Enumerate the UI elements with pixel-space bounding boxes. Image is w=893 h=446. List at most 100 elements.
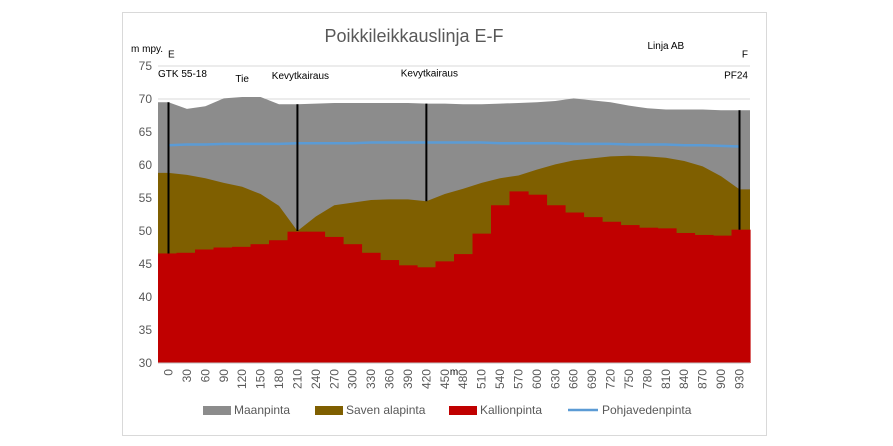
legend-label: Pohjavedenpinta — [602, 403, 692, 417]
annotation-label: Kevytkairaus — [401, 69, 458, 80]
x-tick-label: 720 — [604, 369, 618, 389]
x-tick-label: 60 — [198, 369, 212, 383]
legend-swatch — [449, 406, 477, 415]
bedrock-bar — [620, 225, 640, 363]
legend-label: Kallionpinta — [480, 403, 542, 417]
y-tick-label: 60 — [139, 158, 153, 172]
x-tick-label: 30 — [180, 369, 194, 383]
legend-label: Maanpinta — [234, 403, 290, 417]
x-tick-label: 300 — [346, 369, 360, 389]
legend-swatch — [203, 406, 231, 415]
x-tick-label: 540 — [493, 369, 507, 389]
y-tick-label: 35 — [139, 323, 153, 337]
x-tick-label: 330 — [364, 369, 378, 389]
bedrock-bar — [417, 267, 437, 363]
bedrock-bar — [657, 228, 677, 363]
bedrock-bar — [528, 194, 548, 363]
x-tick-label: 390 — [401, 369, 415, 389]
x-tick-label: 180 — [272, 369, 286, 389]
bedrock-bar — [713, 235, 733, 363]
annotation-label: Tie — [235, 74, 249, 85]
x-tick-label: 840 — [677, 369, 691, 389]
x-tick-label: 900 — [714, 369, 728, 389]
x-tick-label: 360 — [383, 369, 397, 389]
x-axis: 0 30 60 90 120 150 180 210 240 270 300 330 360 390 420… — [158, 362, 750, 389]
x-tick-label: 510 — [475, 369, 489, 389]
series-line-pohjavedenpinta — [168, 141, 740, 148]
bedrock-bar — [731, 229, 751, 363]
bedrock-bar — [213, 247, 233, 363]
x-tick-label: 660 — [567, 369, 581, 389]
y-tick-label: 30 — [139, 356, 153, 370]
bedrock-bar — [435, 261, 455, 363]
bedrock-bar — [602, 221, 622, 363]
bedrock-bar — [509, 191, 529, 363]
x-tick-label: 210 — [290, 369, 304, 389]
y-tick-label: 75 — [139, 59, 153, 73]
annotation-label: PF24 — [724, 71, 748, 82]
y-tick-label: 40 — [139, 290, 153, 304]
x-axis-label: m — [450, 367, 458, 378]
x-tick-label: 570 — [511, 369, 525, 389]
y-tick-label: 45 — [139, 257, 153, 271]
x-tick-label: 90 — [217, 369, 231, 383]
y-axis: 30 35 40 45 50 55 60 65 70 75 — [139, 59, 153, 370]
y-axis-label: m mpy. — [131, 44, 163, 55]
bedrock-bar — [176, 252, 196, 363]
bedrock-bar — [287, 231, 307, 363]
annotation-label: GTK 55-18 — [158, 69, 207, 80]
bedrock-bar — [343, 244, 363, 363]
bedrock-bar — [676, 232, 696, 363]
bedrock-bar — [398, 265, 418, 363]
bedrock-bar — [250, 244, 270, 363]
chart-title: Poikkileikkauslinja E-F — [324, 26, 503, 46]
bedrock-bar — [472, 233, 492, 363]
y-tick-label: 70 — [139, 92, 153, 106]
x-tick-label: 600 — [530, 369, 544, 389]
bedrock-bar — [454, 254, 474, 363]
x-tick-label: 120 — [235, 369, 249, 389]
bedrock-bar — [361, 252, 381, 363]
legend: Maanpinta Saven alapinta Kallionpinta Pohja… — [203, 403, 692, 417]
x-tick-label: 690 — [585, 369, 599, 389]
bedrock-bar — [546, 205, 566, 363]
bedrock-bar — [195, 249, 215, 363]
x-tick-label: 150 — [254, 369, 268, 389]
x-tick-label: 450 — [438, 369, 452, 389]
x-tick-label: 750 — [622, 369, 636, 389]
x-tick-label: 780 — [640, 369, 654, 389]
chart-frame: Poikkileikkauslinja E-F m mpy. m 30 35 40 4… — [122, 12, 767, 436]
annotation-label: E — [168, 49, 175, 60]
x-tick-label: 630 — [548, 369, 562, 389]
annotation-label: F — [742, 49, 748, 60]
x-tick-label: 480 — [456, 369, 470, 389]
bedrock-bar — [306, 231, 326, 363]
x-tick-label: 930 — [733, 369, 747, 389]
y-tick-label: 65 — [139, 125, 153, 139]
x-tick-label: 420 — [419, 369, 433, 389]
x-tick-label: 240 — [309, 369, 323, 389]
legend-label: Saven alapinta — [346, 403, 426, 417]
x-tick-label: 810 — [659, 369, 673, 389]
bedrock-bar — [491, 205, 511, 363]
legend-swatch — [315, 406, 343, 415]
plot-area — [158, 97, 751, 364]
bedrock-bar — [269, 240, 289, 363]
chart-svg: Poikkileikkauslinja E-F m mpy. m 30 35 40 4… — [131, 26, 751, 417]
bedrock-bar — [565, 212, 585, 363]
x-tick-label: 270 — [327, 369, 341, 389]
annotations: E GTK 55-18 Tie Kevytkairaus Kevytkairaus Lin… — [158, 41, 748, 85]
bedrock-bar — [380, 260, 400, 363]
bedrock-bar — [232, 246, 252, 363]
x-tick-label: 0 — [162, 369, 176, 376]
x-tick-label: 870 — [696, 369, 710, 389]
bedrock-bar — [583, 217, 603, 363]
annotation-label: Kevytkairaus — [272, 71, 329, 82]
y-tick-label: 50 — [139, 224, 153, 238]
annotation-label: Linja AB — [647, 41, 684, 52]
bedrock-bar — [324, 236, 344, 363]
bedrock-bar — [158, 253, 178, 363]
y-tick-label: 55 — [139, 191, 153, 205]
bedrock-bar — [639, 227, 659, 363]
bedrock-bar — [694, 234, 714, 363]
